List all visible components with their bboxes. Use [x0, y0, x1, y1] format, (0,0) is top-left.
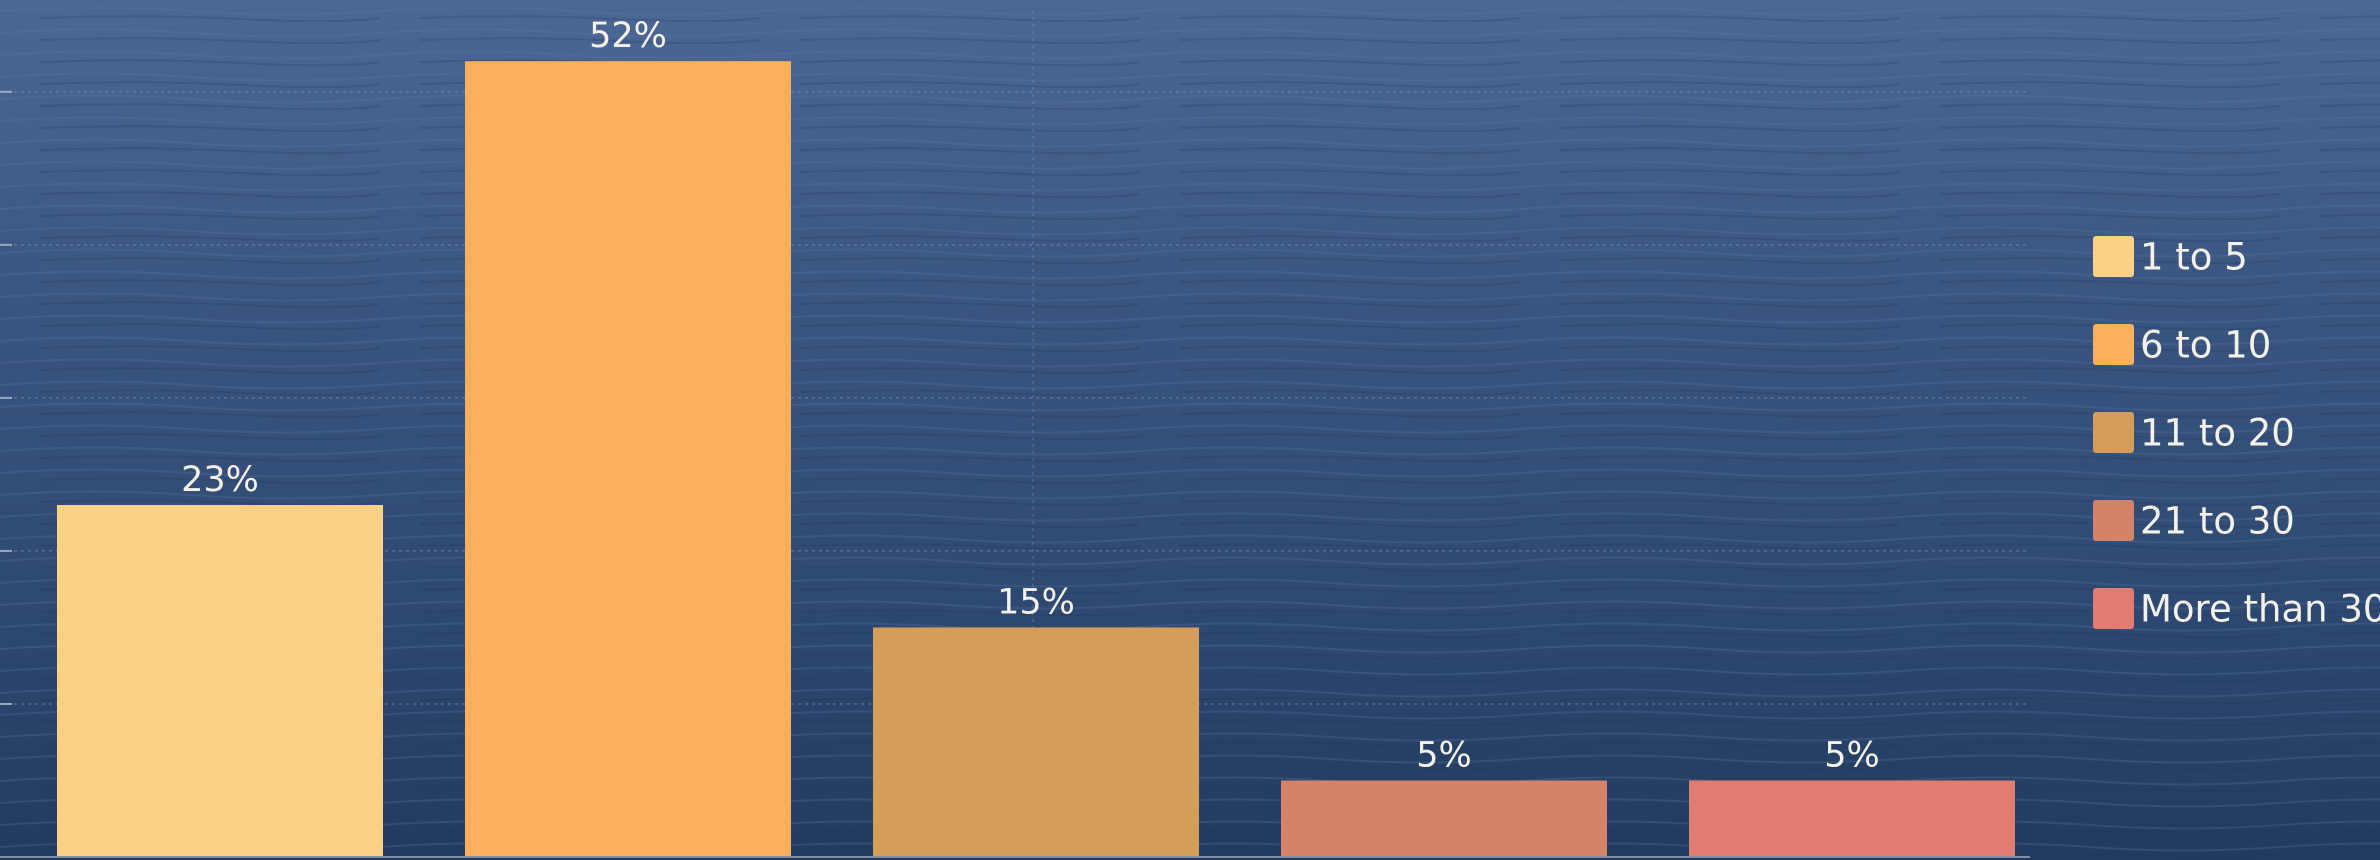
legend-label: More than 30	[2140, 588, 2380, 631]
bar-value-label: 5%	[1416, 735, 1472, 775]
bar	[57, 505, 383, 857]
bar	[873, 627, 1199, 857]
legend-label: 11 to 20	[2140, 412, 2295, 455]
legend-label: 21 to 30	[2140, 500, 2295, 543]
bar-value-label: 52%	[589, 16, 667, 56]
bar-value-label: 15%	[997, 582, 1075, 622]
bar	[1689, 780, 2015, 857]
bar	[1281, 780, 1607, 857]
legend-swatch	[2093, 236, 2134, 277]
bar	[465, 61, 791, 857]
bar-value-label: 5%	[1824, 735, 1880, 775]
legend-swatch	[2093, 412, 2134, 453]
value-labels: 23% 52% 15% 5% 5%	[181, 16, 1880, 775]
legend-swatch	[2093, 588, 2134, 629]
legend: 1 to 5 6 to 10 11 to 20 21 to 30 More than 3…	[2093, 236, 2380, 631]
legend-swatch	[2093, 500, 2134, 541]
legend-label: 1 to 5	[2140, 236, 2248, 279]
legend-label: 6 to 10	[2140, 324, 2271, 367]
bars	[57, 61, 2015, 857]
legend-swatch	[2093, 324, 2134, 365]
bar-value-label: 23%	[181, 460, 259, 500]
